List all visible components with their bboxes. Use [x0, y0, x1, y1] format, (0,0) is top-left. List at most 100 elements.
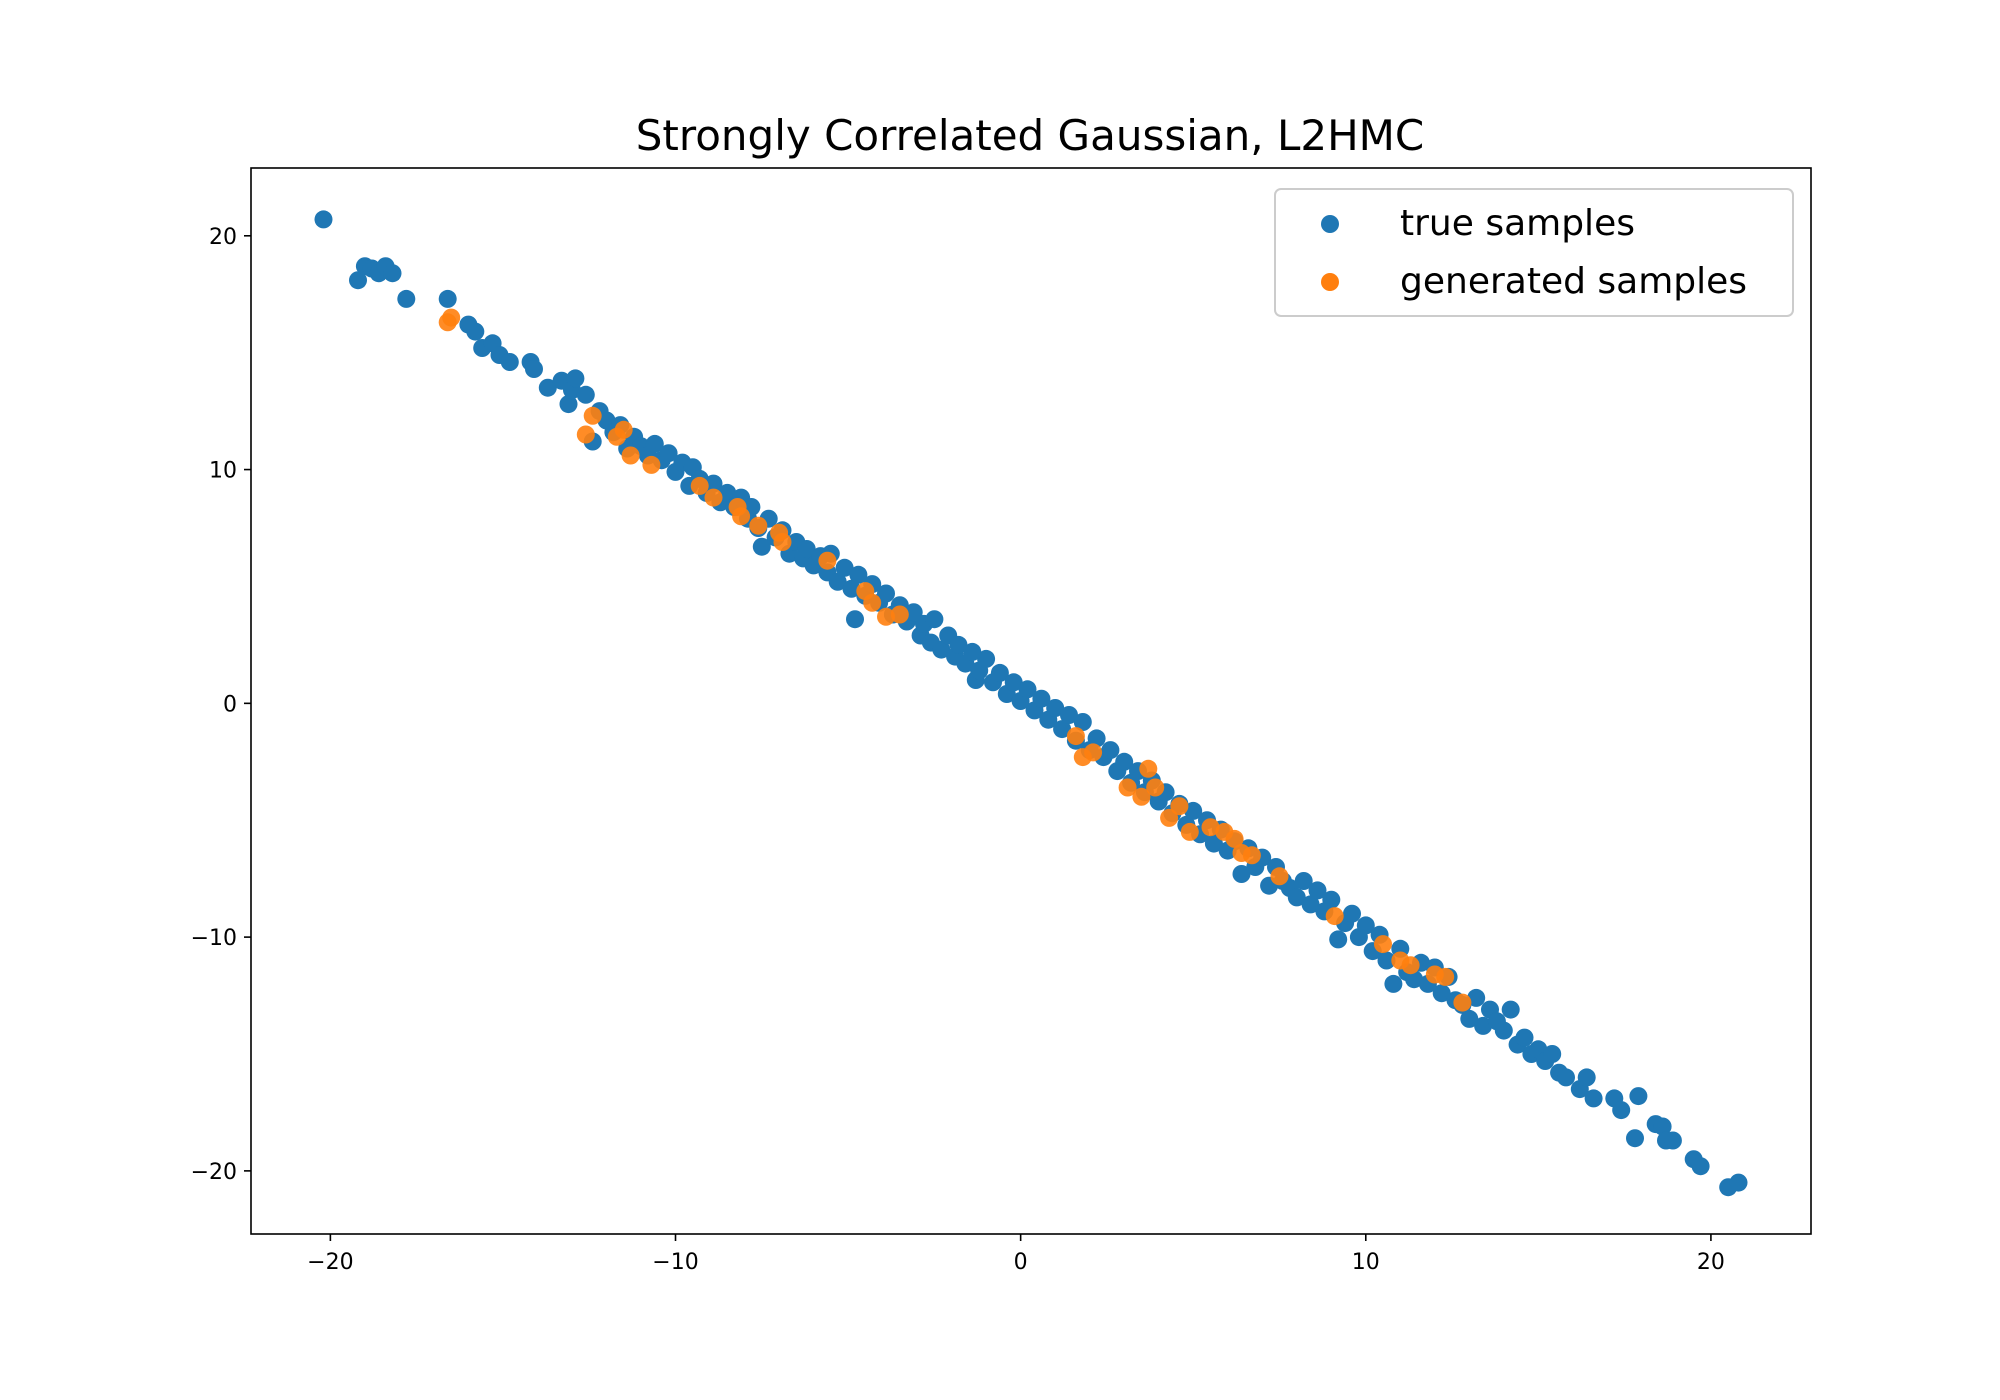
- true-sample-point-119: [1204, 834, 1223, 853]
- true-sample-point-181: [1663, 1131, 1682, 1150]
- true-sample-point-56: [797, 540, 816, 558]
- true-sample-point-168: [1543, 1045, 1562, 1063]
- true-sample-point-139: [1343, 904, 1361, 923]
- generated-sample-point-11: [732, 507, 751, 526]
- legend-box: [1274, 188, 1794, 317]
- generated-sample-point-1: [442, 308, 461, 327]
- true-sample-point-137: [1329, 930, 1348, 949]
- generated-sample-point-39: [1401, 956, 1420, 975]
- true-sample-point-157: [1467, 988, 1486, 1007]
- true-sample-point-19: [559, 395, 578, 414]
- legend-label-true-samples: true samples: [1400, 203, 1635, 244]
- generated-sample-point-9: [704, 488, 723, 507]
- true-sample-point-152: [1432, 984, 1451, 1003]
- true-sample-point-116: [1184, 801, 1203, 820]
- true-sample-point-77: [925, 610, 944, 629]
- generated-sample-point-25: [1139, 759, 1158, 778]
- true-sample-point-94: [1032, 689, 1051, 708]
- true-sample-point-123: [1232, 865, 1251, 883]
- true-sample-point-173: [1584, 1089, 1603, 1108]
- true-sample-point-86: [977, 649, 996, 668]
- generated-sample-point-24: [1132, 787, 1151, 806]
- legend: true samples generated samples: [1274, 188, 1794, 317]
- series-true-samples: [314, 210, 1748, 1197]
- true-sample-point-10: [466, 322, 485, 341]
- true-sample-point-144: [1377, 951, 1396, 970]
- generated-sample-point-5: [614, 420, 633, 439]
- true-sample-point-49: [752, 537, 771, 556]
- true-sample-point-141: [1356, 916, 1375, 935]
- true-sample-point-88: [990, 663, 1009, 682]
- true-sample-point-43: [718, 483, 737, 502]
- generated-sample-point-35: [1270, 867, 1289, 886]
- generated-sample-point-19: [890, 605, 909, 624]
- series-generated-samples: [438, 308, 1472, 1012]
- true-sample-point-145: [1384, 974, 1403, 993]
- y-tick-label: −20: [191, 1160, 237, 1185]
- true-sample-point-133: [1301, 895, 1320, 914]
- true-sample-point-97: [1053, 720, 1072, 739]
- x-tick-label: 10: [1352, 1250, 1380, 1275]
- generated-sample-point-18: [877, 607, 895, 626]
- true-sample-point-170: [1557, 1068, 1575, 1087]
- true-sample-point-61: [828, 572, 847, 591]
- true-sample-point-134: [1308, 881, 1327, 900]
- generated-sample-point-15: [818, 551, 837, 570]
- true-sample-point-22: [576, 385, 595, 404]
- true-sample-point-177: [1629, 1087, 1648, 1106]
- true-sample-point-90: [1004, 673, 1023, 692]
- true-sample-point-148: [1405, 970, 1424, 989]
- true-sample-point-131: [1287, 888, 1306, 907]
- true-sample-point-106: [1115, 752, 1134, 771]
- generated-sample-point-6: [621, 446, 640, 465]
- true-sample-point-0: [314, 210, 333, 229]
- x-tick-label: −20: [307, 1250, 353, 1275]
- true-sample-point-176: [1626, 1129, 1644, 1148]
- generated-sample-point-14: [773, 533, 792, 551]
- true-sample-point-164: [1515, 1028, 1534, 1047]
- legend-marker-true-samples: [1321, 215, 1339, 233]
- true-sample-point-64: [846, 610, 864, 629]
- true-sample-point-41: [704, 474, 723, 493]
- true-sample-point-161: [1494, 1021, 1513, 1040]
- true-sample-point-132: [1294, 872, 1313, 890]
- true-sample-point-16: [525, 360, 543, 378]
- generated-sample-point-3: [583, 406, 602, 425]
- generated-sample-point-42: [1453, 993, 1472, 1012]
- true-sample-point-156: [1460, 1009, 1479, 1028]
- plot-frame: [250, 167, 1812, 1235]
- true-sample-point-17: [538, 378, 557, 397]
- true-sample-point-63: [842, 579, 861, 598]
- generated-sample-point-29: [1180, 822, 1199, 841]
- generated-sample-point-34: [1242, 846, 1261, 865]
- y-axis: −20 −10 0 10 20: [191, 225, 251, 1185]
- true-sample-point-34: [659, 444, 678, 463]
- x-axis: −20 −10 0 10 20: [307, 1234, 1725, 1275]
- chart-title: Strongly Correlated Gaussian, L2HMC: [636, 111, 1424, 160]
- true-sample-point-158: [1474, 1016, 1493, 1035]
- generated-sample-point-22: [1084, 743, 1103, 762]
- generated-sample-point-7: [642, 455, 661, 474]
- x-tick-label: 20: [1697, 1250, 1725, 1275]
- true-sample-point-96: [1046, 699, 1065, 717]
- generated-sample-point-27: [1160, 808, 1179, 827]
- generated-sample-point-30: [1201, 818, 1220, 837]
- generated-sample-point-37: [1374, 935, 1392, 954]
- points-layer: [314, 210, 1748, 1197]
- generated-sample-point-12: [749, 516, 768, 535]
- generated-sample-point-20: [1066, 727, 1085, 746]
- y-tick-label: 0: [223, 692, 237, 717]
- y-tick-label: −10: [191, 926, 237, 951]
- true-sample-point-7: [397, 289, 416, 308]
- true-sample-point-83: [963, 642, 982, 661]
- true-sample-point-100: [1073, 713, 1092, 731]
- true-sample-point-183: [1691, 1157, 1710, 1176]
- legend-marker-generated-samples: [1321, 273, 1339, 291]
- true-sample-point-32: [645, 434, 664, 453]
- generated-sample-point-28: [1170, 797, 1189, 816]
- true-sample-point-92: [1018, 680, 1037, 699]
- true-sample-point-8: [438, 289, 457, 308]
- true-sample-point-73: [904, 603, 923, 622]
- true-sample-point-185: [1729, 1173, 1748, 1192]
